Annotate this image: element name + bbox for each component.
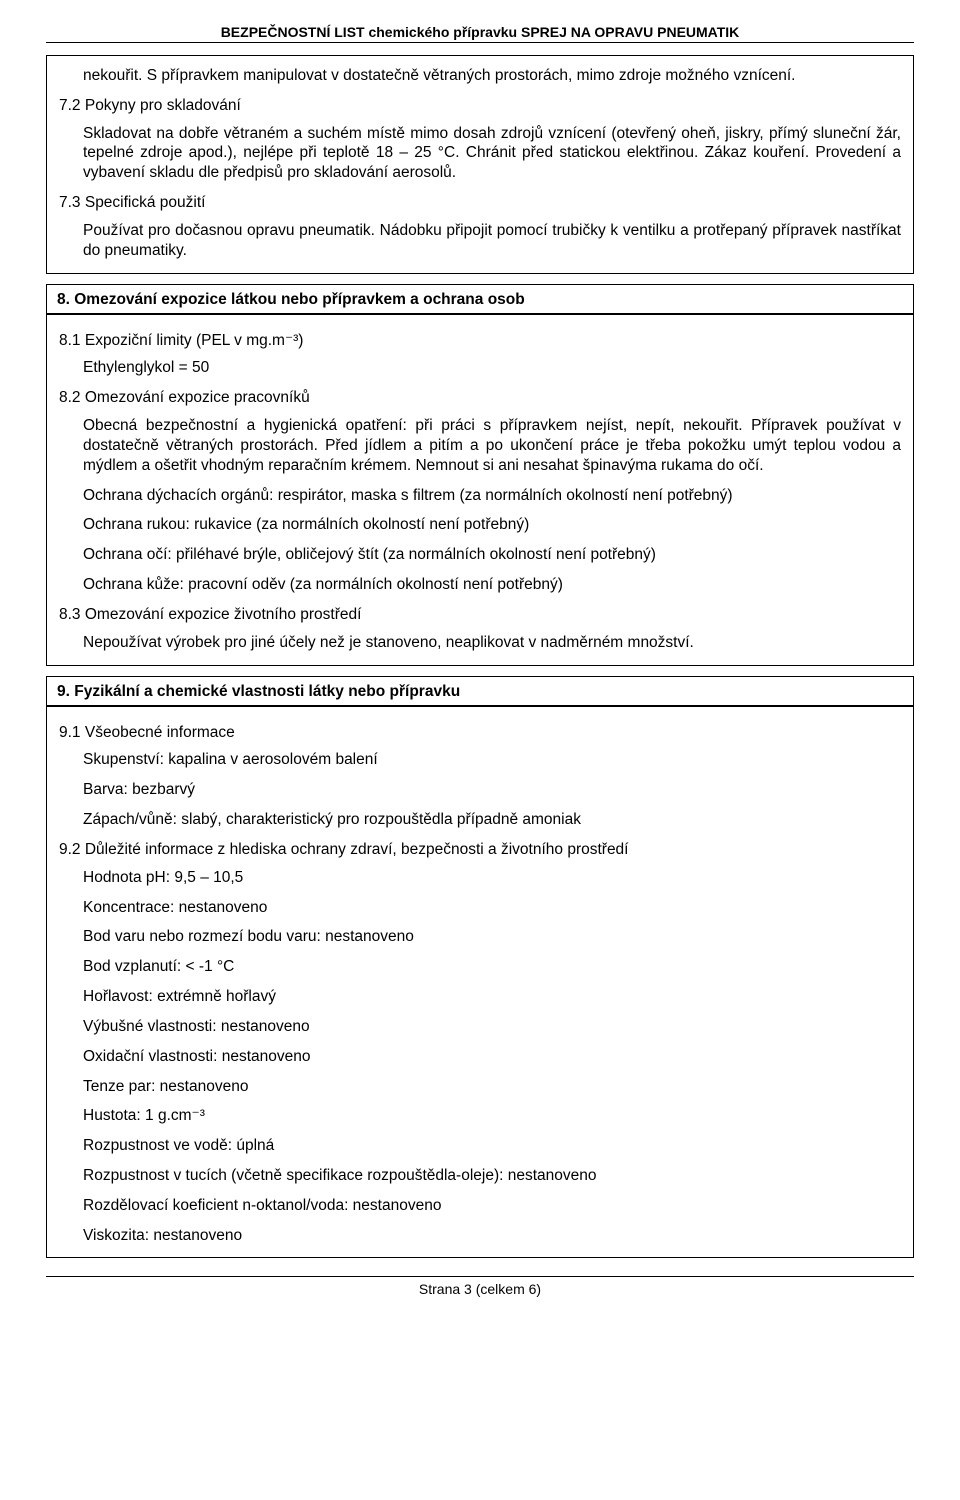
section-8-2d: Ochrana očí: přiléhavé brýle, obličejový… (83, 545, 901, 565)
s9-2i: Hustota: 1 g.cm⁻³ (83, 1106, 901, 1126)
heading-9-2: 9.2 Důležité informace z hlediska ochran… (59, 840, 901, 860)
section-7-box: nekouřit. S přípravkem manipulovat v dos… (46, 55, 914, 274)
section-7-p1: nekouřit. S přípravkem manipulovat v dos… (83, 66, 901, 86)
s9-2a: Hodnota pH: 9,5 – 10,5 (83, 868, 901, 888)
s9-1b: Barva: bezbarvý (83, 780, 901, 800)
s9-2j: Rozpustnost ve vodě: úplná (83, 1136, 901, 1156)
section-8-3: Nepoužívat výrobek pro jiné účely než je… (83, 633, 901, 653)
heading-8-3: 8.3 Omezování expozice životního prostře… (59, 605, 901, 625)
section-8-2b: Ochrana dýchacích orgánů: respirátor, ma… (83, 486, 901, 506)
heading-8-2: 8.2 Omezování expozice pracovníků (59, 388, 901, 408)
heading-8-1: 8.1 Expoziční limity (PEL v mg.m⁻³) (59, 331, 901, 351)
section-9-box: 9.1 Všeobecné informace Skupenství: kapa… (46, 707, 914, 1259)
heading-7-3: 7.3 Specifická použití (59, 193, 901, 213)
s9-2c: Bod varu nebo rozmezí bodu varu: nestano… (83, 927, 901, 947)
s9-2g: Oxidační vlastnosti: nestanoveno (83, 1047, 901, 1067)
section-8-1-value: Ethylenglykol = 50 (83, 358, 901, 378)
s9-2b: Koncentrace: nestanoveno (83, 898, 901, 918)
s9-2e: Hořlavost: extrémně hořlavý (83, 987, 901, 1007)
section-8-box: 8.1 Expoziční limity (PEL v mg.m⁻³) Ethy… (46, 315, 914, 666)
s9-2d: Bod vzplanutí: < -1 °C (83, 957, 901, 977)
s9-1a: Skupenství: kapalina v aerosolovém balen… (83, 750, 901, 770)
section-8-2c: Ochrana rukou: rukavice (za normálních o… (83, 515, 901, 535)
s9-2k: Rozpustnost v tucích (včetně specifikace… (83, 1166, 901, 1186)
section-8-2a: Obecná bezpečnostní a hygienická opatřen… (83, 416, 901, 475)
document-header: BEZPEČNOSTNÍ LIST chemického přípravku S… (46, 24, 914, 43)
s9-2h: Tenze par: nestanoveno (83, 1077, 901, 1097)
s9-1c: Zápach/vůně: slabý, charakteristický pro… (83, 810, 901, 830)
section-7-p3: Používat pro dočasnou opravu pneumatik. … (83, 221, 901, 261)
section-7-p2: Skladovat na dobře větraném a suchém mís… (83, 124, 901, 183)
s9-2f: Výbušné vlastnosti: nestanoveno (83, 1017, 901, 1037)
page: BEZPEČNOSTNÍ LIST chemického přípravku S… (0, 0, 960, 1317)
section-9-title: 9. Fyzikální a chemické vlastnosti látky… (46, 676, 914, 707)
heading-9-1: 9.1 Všeobecné informace (59, 723, 901, 743)
section-8-title: 8. Omezování expozice látkou nebo přípra… (46, 284, 914, 315)
heading-7-2: 7.2 Pokyny pro skladování (59, 96, 901, 116)
section-8-2e: Ochrana kůže: pracovní oděv (za normální… (83, 575, 901, 595)
s9-2l: Rozdělovací koeficient n-oktanol/voda: n… (83, 1196, 901, 1216)
s9-2m: Viskozita: nestanoveno (83, 1226, 901, 1246)
page-footer: Strana 3 (celkem 6) (46, 1276, 914, 1297)
